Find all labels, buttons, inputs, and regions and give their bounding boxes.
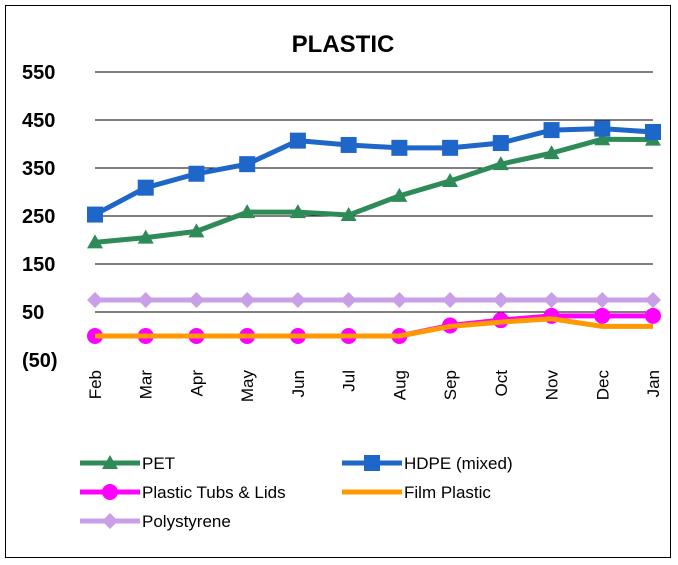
series-3 [95, 316, 653, 339]
data-point [364, 455, 380, 471]
series-2 [87, 307, 661, 344]
data-point [239, 156, 256, 173]
data-point [340, 292, 357, 308]
data-point [492, 135, 509, 152]
series-lines [87, 120, 661, 344]
data-point [137, 179, 154, 196]
data-point [391, 292, 408, 308]
data-point [594, 307, 611, 324]
data-point [492, 156, 509, 171]
data-point [87, 206, 103, 223]
data-point [594, 131, 611, 146]
data-point [594, 120, 611, 137]
gridlines [95, 71, 653, 313]
legend: PET HDPE (mixed) Plastic Tubs & Lids Film P… [80, 454, 513, 531]
y-tick-label: 550 [22, 62, 55, 84]
legend-item: Polystyrene [80, 512, 231, 531]
data-point [340, 207, 357, 222]
legend-label: Plastic Tubs & Lids [142, 483, 286, 502]
x-tick-label: Aug [390, 370, 409, 400]
series-line [95, 316, 653, 339]
legend-label: Film Plastic [404, 483, 491, 502]
data-point [289, 204, 306, 219]
x-tick-label: Dec [593, 370, 612, 401]
data-point [188, 165, 205, 182]
data-point [102, 513, 118, 529]
series-1 [87, 120, 661, 223]
data-point [645, 307, 661, 324]
data-point [137, 292, 154, 308]
x-tick-label: Jun [289, 370, 308, 397]
data-point [87, 234, 103, 249]
x-tick-label: Oct [492, 370, 511, 397]
data-point [102, 484, 118, 500]
data-point [239, 292, 256, 308]
y-tick-label: 350 [22, 158, 55, 180]
data-point [102, 455, 118, 469]
data-point [442, 172, 459, 187]
data-point [442, 292, 459, 308]
data-point [391, 139, 408, 156]
data-point [492, 292, 509, 308]
series-0 [87, 131, 661, 249]
data-point [442, 139, 459, 156]
data-point [188, 292, 205, 308]
legend-item: Plastic Tubs & Lids [80, 483, 286, 502]
x-tick-label: Jan [644, 370, 663, 397]
data-point [594, 292, 611, 308]
data-point [137, 229, 154, 244]
x-tick-label: May [238, 370, 257, 403]
y-axis-ticks: (50) 50 150 250 350 450 550 [22, 62, 58, 372]
data-point [289, 292, 306, 308]
series-4 [87, 292, 661, 308]
x-tick-label: Apr [187, 370, 206, 397]
legend-label: HDPE (mixed) [404, 454, 513, 473]
x-tick-label: Feb [86, 370, 105, 399]
series-line [95, 313, 653, 339]
x-tick-label: Jul [340, 370, 359, 392]
legend-label: PET [142, 454, 175, 473]
data-point [645, 124, 661, 140]
data-point [340, 136, 357, 153]
y-tick-label: (50) [22, 350, 58, 372]
series-line [93, 126, 654, 217]
chart-title: PLASTIC [292, 31, 395, 58]
x-tick-label: Mar [137, 370, 156, 400]
y-tick-label: 50 [22, 302, 44, 324]
data-point [543, 292, 560, 308]
legend-item: Film Plastic [342, 483, 491, 502]
x-tick-label: Nov [543, 370, 562, 401]
y-tick-label: 450 [22, 110, 55, 132]
series-line [94, 136, 654, 245]
data-point [188, 223, 205, 238]
x-tick-label: Sep [441, 370, 460, 400]
x-axis-ticks: Feb Mar Apr May Jun Jul Aug Sep Oct Nov Dec Jan [86, 370, 663, 403]
data-point [645, 292, 661, 308]
data-point [289, 132, 306, 149]
legend-item: PET [80, 454, 175, 473]
y-tick-label: 150 [22, 254, 55, 276]
data-point [87, 292, 103, 308]
data-point [543, 122, 560, 139]
data-point [239, 204, 256, 219]
legend-label: Polystyrene [142, 512, 231, 531]
legend-item: HDPE (mixed) [342, 454, 513, 473]
data-point [543, 145, 560, 160]
y-tick-label: 250 [22, 206, 55, 228]
data-point [391, 187, 408, 202]
